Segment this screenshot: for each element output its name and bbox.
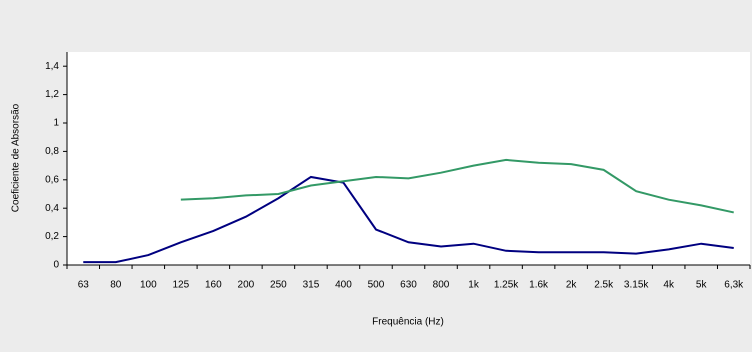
x-tick-label: 63 (78, 280, 90, 291)
x-tick-label: 2.5k (594, 280, 614, 291)
y-tick-label: 1 (53, 118, 59, 129)
series-line (180, 158, 734, 214)
x-tick-label: 125 (172, 280, 189, 291)
y-tick-label: 0,4 (45, 203, 59, 214)
x-tick-label: 4k (663, 280, 675, 291)
y-tick-label: 0,2 (45, 231, 59, 242)
x-tick-label: 5k (696, 280, 708, 291)
x-tick-label: 100 (140, 280, 157, 291)
y-tick-label: 0,8 (45, 146, 59, 157)
series-line (83, 175, 734, 264)
x-tick-label: 400 (335, 280, 352, 291)
x-tick-label: 500 (368, 280, 385, 291)
x-tick-label: 6,3k (724, 280, 744, 291)
x-tick-label: 800 (433, 280, 450, 291)
x-tick-label: 160 (205, 280, 222, 291)
y-tick-label: 1,2 (45, 89, 59, 100)
y-tick-label: 0,6 (45, 174, 59, 185)
x-tick-label: 1.6k (529, 280, 549, 291)
plot-area (67, 52, 750, 265)
y-tick-label: 0 (53, 260, 59, 271)
x-tick-label: 3.15k (624, 280, 649, 291)
x-tick-label: 1k (468, 280, 480, 291)
x-tick-label: 1.25k (494, 280, 519, 291)
x-tick-label: 315 (303, 280, 320, 291)
y-tick-label: 1,4 (45, 61, 59, 72)
x-tick-label: 2k (566, 280, 578, 291)
x-tick-label: 250 (270, 280, 287, 291)
y-axis-label: Coeficiente de Absorsão (11, 103, 22, 212)
x-tick-label: 80 (110, 280, 122, 291)
x-axis-label: Frequência (Hz) (372, 317, 444, 328)
x-tick-label: 200 (238, 280, 255, 291)
x-tick-label: 630 (400, 280, 417, 291)
